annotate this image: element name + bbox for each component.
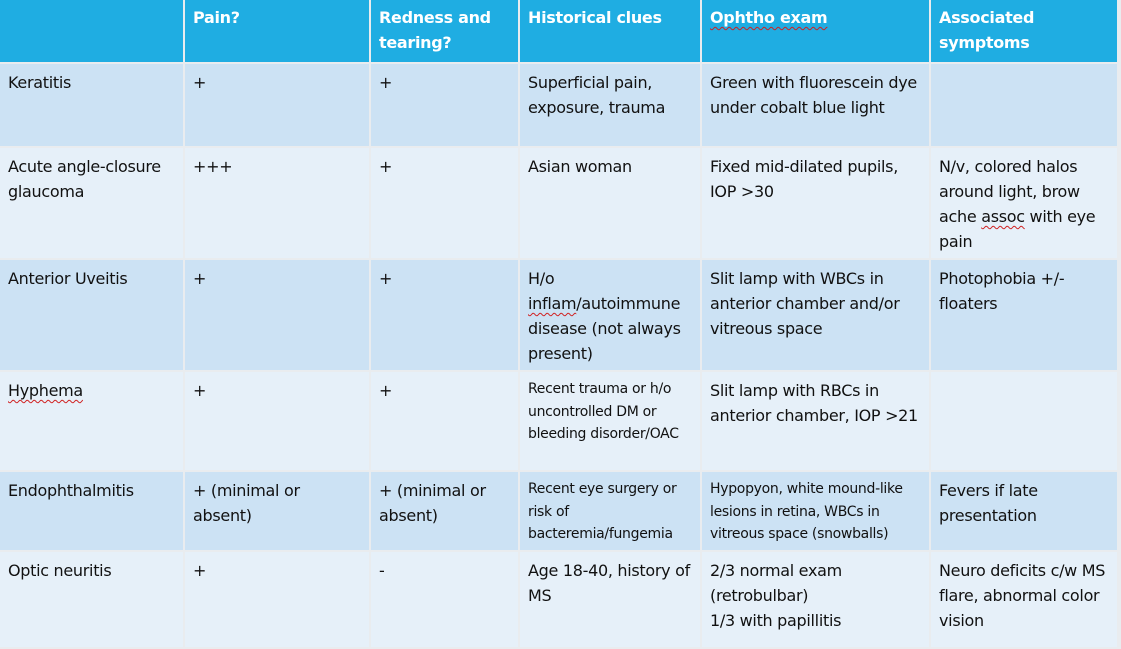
condition-text: Hyphema <box>8 381 83 400</box>
cell-condition: Anterior Uveitis <box>0 260 183 370</box>
exam-text: Fixed mid-dilated pupils, IOP >30 <box>710 157 898 201</box>
cell-condition: Endophthalmitis <box>0 472 183 550</box>
cell-history: Age 18-40, history of MS <box>520 551 700 647</box>
cell-condition: Keratitis <box>0 64 183 146</box>
table-row: Keratitis + + Superficial pain, exposure, t… <box>0 64 1117 146</box>
pain-text: +++ <box>193 157 233 176</box>
pain-text: + <box>193 269 207 288</box>
cell-redness: + <box>371 372 518 470</box>
cell-symptoms: Fevers if late presentation <box>931 472 1117 550</box>
redness-text: + (minimal or absent) <box>379 481 486 525</box>
symptoms-text: Photophobia +/- floaters <box>939 269 1065 313</box>
cell-redness: + <box>371 148 518 258</box>
exam-text: Slit lamp with RBCs in anterior chamber,… <box>710 381 918 425</box>
cell-pain: +++ <box>185 148 369 258</box>
cell-condition: Hyphema <box>0 372 183 470</box>
table-row: Optic neuritis + - Age 18-40, history of MS… <box>0 551 1117 647</box>
pain-text: + (minimal or absent) <box>193 481 300 525</box>
history-text: Recent eye surgery or risk of bacteremia… <box>528 481 677 542</box>
symptoms-text: Neuro deficits c/w MS flare, abnormal co… <box>939 560 1106 630</box>
redness-text: + <box>379 73 393 92</box>
history-text: H/o inflam/autoimmune disease (not alway… <box>528 269 681 363</box>
history-text: Asian woman <box>528 157 632 176</box>
cell-pain: + <box>185 372 369 470</box>
pain-text: + <box>193 381 207 400</box>
cell-condition: Acute angle-closure glaucoma <box>0 148 183 258</box>
exam-text: Green with fluorescein dye under cobalt … <box>710 73 917 117</box>
redness-text: + <box>379 381 393 400</box>
table-row: Endophthalmitis + (minimal or absent) + (m… <box>0 472 1117 550</box>
cell-pain: + <box>185 260 369 370</box>
history-text: Recent trauma or h/o uncontrolled DM or … <box>528 381 679 442</box>
header-exam: Ophtho exam <box>702 0 929 62</box>
cell-redness: + <box>371 260 518 370</box>
cell-symptoms <box>931 64 1117 146</box>
pain-text: + <box>193 560 207 580</box>
cell-exam: Hypopyon, white mound-like lesions in re… <box>702 472 929 550</box>
exam-text: Hypopyon, white mound-like lesions in re… <box>710 481 903 542</box>
header-symptoms: Associated symptoms <box>931 0 1117 62</box>
cell-symptoms: Photophobia +/- floaters <box>931 260 1117 370</box>
table-row: Hyphema + + Recent trauma or h/o uncontroll… <box>0 372 1117 470</box>
header-redness: Redness and tearing? <box>371 0 518 62</box>
cell-symptoms <box>931 372 1117 470</box>
cell-redness: + <box>371 64 518 146</box>
cell-condition: Optic neuritis <box>0 551 183 647</box>
cell-redness: - <box>371 551 518 647</box>
cell-history: Superficial pain, exposure, trauma <box>520 64 700 146</box>
cell-history: Recent trauma or h/o uncontrolled DM or … <box>520 372 700 470</box>
cell-history: Asian woman <box>520 148 700 258</box>
condition-text: Anterior Uveitis <box>8 269 128 288</box>
condition-text: Optic neuritis <box>8 560 112 580</box>
cell-history: Recent eye surgery or risk of bacteremia… <box>520 472 700 550</box>
header-history: Historical clues <box>520 0 700 62</box>
cell-pain: + <box>185 64 369 146</box>
pain-text: + <box>193 73 207 92</box>
cell-redness: + (minimal or absent) <box>371 472 518 550</box>
header-condition <box>0 0 183 62</box>
condition-text: Endophthalmitis <box>8 481 134 500</box>
cell-pain: + (minimal or absent) <box>185 472 369 550</box>
redness-text: + <box>379 157 393 176</box>
redness-text: - <box>379 560 385 580</box>
cell-exam: Green with fluorescein dye under cobalt … <box>702 64 929 146</box>
cell-symptoms: N/v, colored halos around light, brow ac… <box>931 148 1117 258</box>
symptoms-text: Fevers if late presentation <box>939 481 1038 525</box>
history-text: Age 18-40, history of MS <box>528 560 690 605</box>
history-text: Superficial pain, exposure, trauma <box>528 73 666 117</box>
cell-exam: Slit lamp with RBCs in anterior chamber,… <box>702 372 929 470</box>
cell-exam: 2/3 normal exam (retrobulbar) 1/3 with p… <box>702 551 929 647</box>
redness-text: + <box>379 269 393 288</box>
cell-symptoms: Neuro deficits c/w MS flare, abnormal co… <box>931 551 1117 647</box>
condition-text: Keratitis <box>8 73 71 92</box>
header-row: Pain? Redness and tearing? Historical cl… <box>0 0 1117 62</box>
table-row: Anterior Uveitis + + H/o inflam/autoimmune … <box>0 260 1117 370</box>
condition-text: Acute angle-closure glaucoma <box>8 157 161 201</box>
cell-exam: Fixed mid-dilated pupils, IOP >30 <box>702 148 929 258</box>
table-row: Acute angle-closure glaucoma +++ + Asian wo… <box>0 148 1117 258</box>
header-exam-label: Ophtho exam <box>710 8 828 27</box>
cell-pain: + <box>185 551 369 647</box>
symptoms-text: N/v, colored halos around light, brow ac… <box>939 157 1096 251</box>
exam-text: Slit lamp with WBCs in anterior chamber … <box>710 269 900 338</box>
header-pain: Pain? <box>185 0 369 62</box>
exam-text: 2/3 normal exam (retrobulbar) 1/3 with p… <box>710 560 842 630</box>
cell-history: H/o inflam/autoimmune disease (not alway… <box>520 260 700 370</box>
cell-exam: Slit lamp with WBCs in anterior chamber … <box>702 260 929 370</box>
